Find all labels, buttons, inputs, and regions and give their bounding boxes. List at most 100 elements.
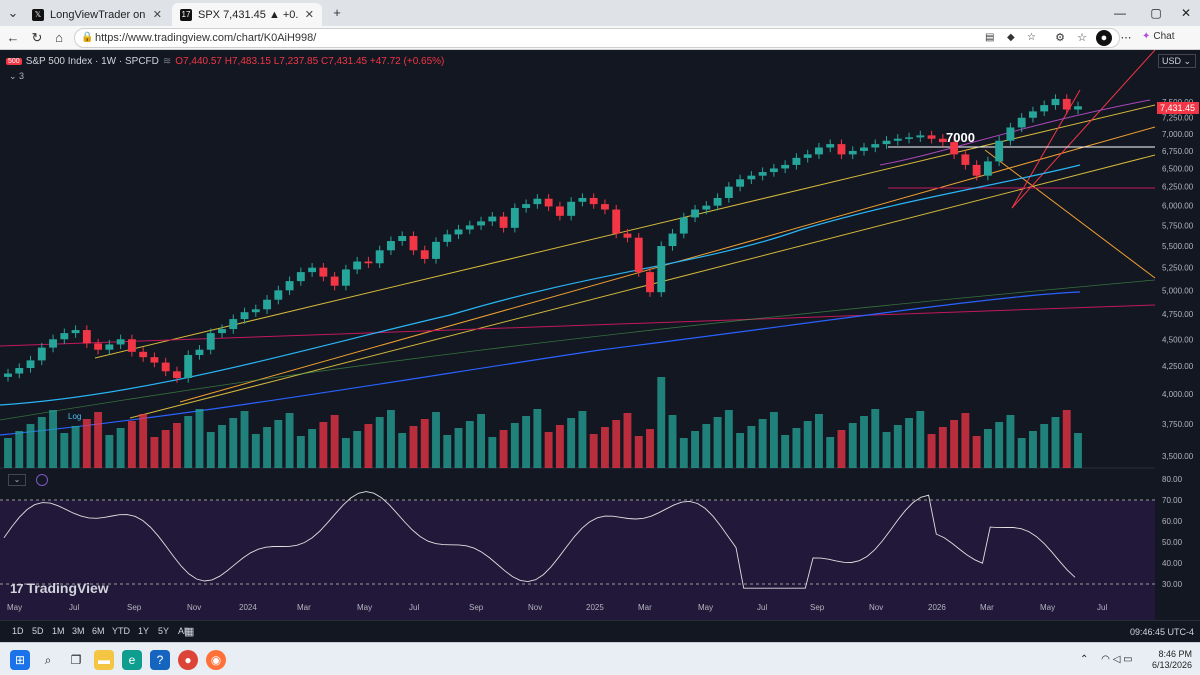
tracking-icon[interactable]: ◆ (1007, 32, 1015, 43)
tab-title: SPX 7,431.45 ▲ +0.5% Unnamed (198, 8, 299, 21)
price-axis-label: 6,750.00 (1162, 147, 1194, 156)
last-price-tag: 7,431.45 (1157, 102, 1199, 114)
close-window-icon[interactable]: ✕ (1180, 6, 1192, 20)
symbol-label[interactable]: S&P 500 Index · 1W · SPCFD (25, 55, 159, 67)
candle-body (398, 236, 407, 242)
profile-avatar[interactable]: ● (1096, 30, 1112, 46)
tradingview-watermark: 17 TradingView (10, 580, 109, 596)
chart-bottom-toolbar: 1D 5D 1M 3M 6M YTD 1Y 5Y All ▦ 09:46:45 UTC-4 (0, 620, 1200, 642)
volume-bar (668, 415, 677, 468)
minimize-icon[interactable]: — (1114, 6, 1126, 20)
candle-body (499, 216, 508, 228)
volume-bar (792, 428, 801, 468)
price-axis-label: 5,000.00 (1162, 286, 1194, 295)
wifi-icon[interactable]: ◠ (1101, 654, 1110, 665)
reader-view-icon[interactable]: ▤ (985, 32, 995, 43)
system-tray[interactable]: ⌃ ◠ ◁ ▭ (1080, 654, 1133, 665)
browser-tab-strip: ⌄ 𝕏 LongViewTrader on X: "$ES and $S ✕ 1… (0, 0, 1200, 26)
favorites-icon[interactable]: ☆ (1077, 32, 1087, 44)
range-button-3m[interactable]: 3M (72, 626, 85, 636)
taskbar-clock[interactable]: 8:46 PM 6/13/2026 (1148, 649, 1192, 671)
volume-bar (578, 411, 587, 468)
volume-bar (972, 436, 981, 468)
chart-canvas[interactable]: 7,500.007,250.007,000.006,750.006,500.00… (0, 50, 1200, 620)
rsi-line (3, 491, 1076, 589)
favorite-star-icon[interactable]: ☆ (1027, 32, 1036, 43)
rsi-collapse-chevron-icon[interactable]: ⌄ (8, 474, 26, 486)
candle-body (1017, 117, 1026, 128)
date-range-calendar-icon[interactable]: ▦ (184, 626, 195, 638)
volume-bar (251, 434, 260, 468)
candle-body (612, 209, 621, 234)
volume-bar (815, 414, 823, 468)
reload-icon[interactable]: ↻ (31, 30, 43, 45)
volume-icon[interactable]: ◁ (1112, 654, 1121, 665)
time-axis-label: Mar (297, 603, 311, 612)
search-icon[interactable]: ⌕ (44, 653, 52, 667)
new-tab-plus-icon[interactable]: + (333, 5, 341, 20)
candle-body (657, 246, 666, 293)
volume-bar (769, 412, 778, 468)
candle-body (736, 179, 745, 187)
time-axis-label: May (1040, 603, 1055, 612)
volume-bar (420, 419, 429, 468)
firefox-icon[interactable]: ◉ (206, 650, 226, 670)
range-button-1d[interactable]: 1D (12, 626, 24, 636)
volume-bar (724, 410, 733, 468)
candle-body (893, 138, 902, 141)
candle-body (522, 204, 531, 208)
rsi-settings-icon[interactable] (36, 474, 48, 486)
candle-body (848, 150, 857, 155)
edge-browser-icon[interactable]: e (122, 650, 142, 670)
range-button-5d[interactable]: 5D (32, 626, 44, 636)
windows-start-icon[interactable]: ⊞ (10, 650, 30, 670)
candle-body (477, 221, 485, 226)
tab-longviewtrader[interactable]: 𝕏 LongViewTrader on X: "$ES and $S ✕ (24, 3, 170, 26)
file-explorer-icon[interactable]: ▬ (94, 650, 114, 670)
rsi-axis-label: 70.00 (1162, 496, 1183, 505)
tab-spx[interactable]: 17 SPX 7,431.45 ▲ +0.5% Unnamed ✕ (172, 3, 322, 26)
chevron-up-icon[interactable]: ⌃ (1080, 654, 1089, 665)
candle-body (150, 357, 159, 363)
currency-selector[interactable]: USD ⌄ (1158, 54, 1196, 68)
candle-body (1074, 106, 1082, 110)
range-button-1y[interactable]: 1Y (138, 626, 150, 636)
volume-bar (612, 420, 621, 468)
candle-body (668, 233, 677, 247)
candle-body (285, 281, 294, 291)
battery-icon[interactable]: ▭ (1123, 654, 1133, 665)
range-button-5y[interactable]: 5Y (158, 626, 170, 636)
back-arrow-icon[interactable]: ← (6, 30, 20, 45)
task-view-icon[interactable]: ❐ (70, 653, 82, 667)
volume-bar (285, 413, 294, 468)
candle-body (1006, 127, 1015, 141)
close-tab-icon[interactable]: ✕ (152, 9, 162, 21)
home-icon[interactable]: ⌂ (55, 30, 63, 45)
chart-clock[interactable]: 09:46:45 UTC-4 (1130, 627, 1195, 637)
volume-bar (747, 426, 756, 468)
copilot-chat-button[interactable]: ✦ Chat (1142, 31, 1175, 42)
address-bar[interactable]: 🔒 https://www.tradingview.com/chart/K0Ai… (74, 28, 1120, 48)
range-button-6m[interactable]: 6M (92, 626, 105, 636)
volume-bar (229, 418, 238, 468)
range-button-all[interactable]: All (178, 626, 189, 636)
more-menu-icon[interactable]: ⋯ (1120, 32, 1132, 44)
candle-body (871, 144, 880, 148)
compare-icon[interactable]: ≋ (162, 55, 172, 67)
help-icon[interactable]: ? (150, 650, 170, 670)
chrome-icon[interactable]: ● (178, 650, 198, 670)
candle-body (139, 351, 148, 358)
indicator-collapse-toggle[interactable]: ⌄ 3 (9, 71, 25, 81)
candle-body (409, 236, 418, 251)
maximize-icon[interactable]: ▢ (1150, 6, 1162, 20)
range-button-1m[interactable]: 1M (52, 626, 65, 636)
volume-bar (533, 409, 542, 468)
range-button-ytd[interactable]: YTD (112, 626, 130, 636)
candle-body (173, 371, 181, 378)
extensions-icon[interactable]: ⚙ (1055, 32, 1065, 44)
candle-body (82, 330, 91, 344)
time-axis-label: May (357, 603, 372, 612)
close-tab-icon[interactable]: ✕ (304, 9, 314, 21)
candle-body (94, 343, 103, 350)
tab-list-chevron-icon[interactable]: ⌄ (7, 5, 19, 20)
